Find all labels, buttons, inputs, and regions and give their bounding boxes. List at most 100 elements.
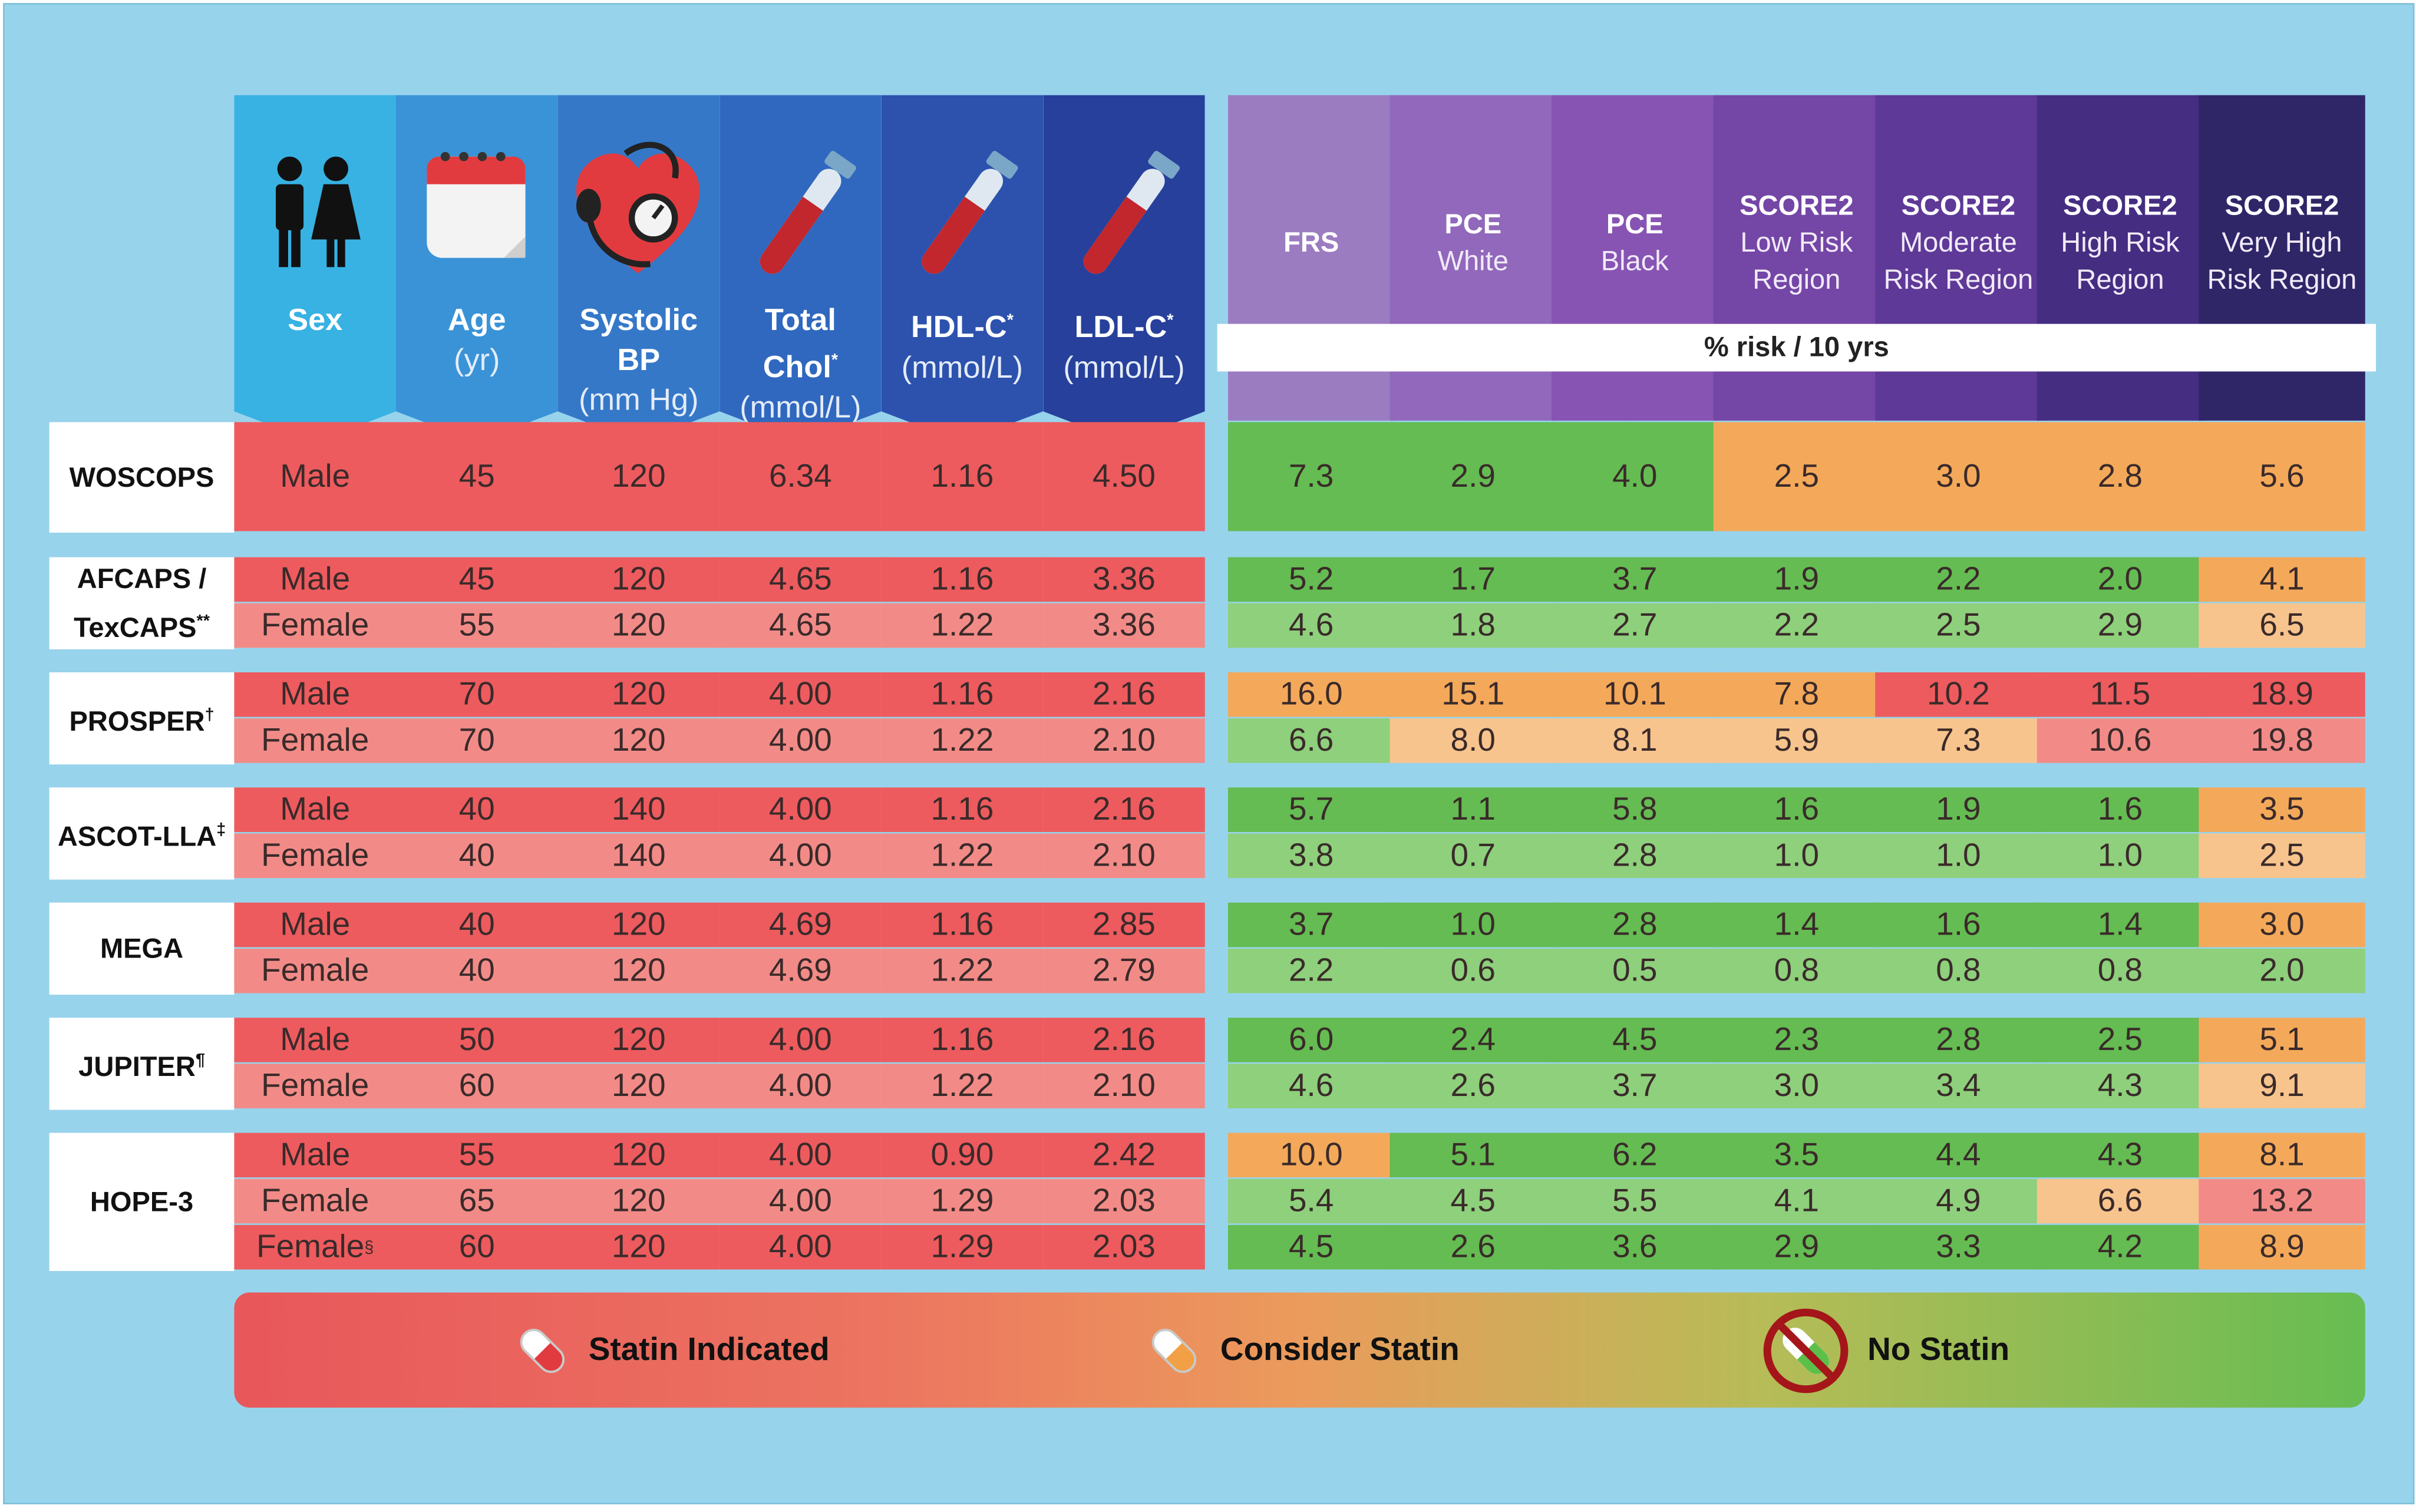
input-cell: 4.65: [719, 603, 882, 648]
header-line: SCORE2: [1740, 190, 1854, 222]
header-icon: [719, 138, 882, 307]
study-name-text: AFCAPS /: [77, 563, 207, 595]
header-title: Total: [764, 303, 836, 338]
input-cell: 1.22: [881, 603, 1044, 648]
risk-cell: 1.7: [1389, 557, 1556, 602]
input-cell: 60: [396, 1224, 558, 1270]
input-cell: 6.34: [719, 422, 882, 531]
risk-cell: 5.6: [2199, 422, 2365, 531]
risk-cell: 2.3: [1713, 1018, 1880, 1062]
risk-cell: 4.3: [2037, 1133, 2204, 1178]
input-cell: 120: [557, 902, 720, 948]
risk-cell: 5.4: [1227, 1178, 1395, 1224]
risk-cell: 6.2: [1552, 1133, 1718, 1178]
risk-cell: 1.0: [1875, 833, 2042, 879]
header-text: Total Chol* (mmol/L): [719, 301, 882, 428]
header-title: HDL-C*: [911, 311, 1014, 345]
input-cell: 1.22: [881, 833, 1044, 879]
input-cell: 40: [396, 787, 558, 832]
risk-cell: 1.0: [1713, 833, 1880, 879]
sex-cell: Female: [234, 718, 397, 763]
header-score2-high-risk: SCORE2 High Risk Region: [2037, 95, 2204, 421]
study-name-text: WOSCOPS: [69, 462, 214, 493]
header-score2-moderate: SCORE2 Moderate Risk Region: [1875, 95, 2042, 421]
study-name: MEGA: [49, 902, 235, 995]
header-line: PCE: [1606, 209, 1664, 240]
risk-cell: 4.3: [2037, 1064, 2204, 1108]
input-cell: 4.00: [719, 1018, 882, 1062]
test-tube-icon: [760, 151, 856, 274]
legend-label-consider-statin: Consider Statin: [1220, 1331, 1460, 1367]
header-title: LDL-C*: [1074, 311, 1174, 345]
sex-cell: Female: [234, 833, 397, 879]
sex-cell: Male: [234, 557, 397, 602]
no-pill-icon: [1763, 1308, 1849, 1392]
input-cell: 1.29: [881, 1224, 1044, 1270]
heart-blood-pressure-icon: [576, 141, 700, 273]
header-systolic-bp: Systolic BP (mm Hg): [557, 95, 720, 443]
input-cell: 4.00: [719, 672, 882, 717]
header-icon: [558, 138, 720, 307]
input-cell: 140: [557, 787, 720, 832]
input-cell: 3.36: [1043, 603, 1205, 648]
header-icon: [234, 138, 396, 307]
input-cell: 50: [396, 1018, 558, 1062]
sex-cell: Female: [234, 948, 397, 993]
input-cell: 2.79: [1043, 948, 1205, 993]
risk-cell: 4.5: [1389, 1178, 1556, 1224]
risk-cell: 2.0: [2199, 948, 2365, 993]
risk-cell: 5.5: [1552, 1178, 1718, 1224]
risk-cell: 0.5: [1552, 948, 1718, 993]
input-cell: 70: [396, 672, 558, 717]
risk-cell: 4.0: [1552, 422, 1718, 531]
risk-cell: 1.1: [1389, 787, 1556, 832]
input-cell: 2.03: [1043, 1178, 1205, 1224]
study-name: JUPITER¶: [49, 1018, 235, 1110]
risk-cell: 4.2: [2037, 1224, 2204, 1270]
header-unit: (yr): [454, 344, 500, 378]
header-line: Region: [2076, 264, 2164, 295]
input-cell: 4.00: [719, 1064, 882, 1108]
risk-cell: 1.9: [1713, 557, 1880, 602]
risk-cell: 0.7: [1389, 833, 1556, 879]
input-cell: 120: [557, 557, 720, 602]
input-cell: 2.16: [1043, 1018, 1205, 1062]
risk-cell: 3.0: [1875, 422, 2042, 531]
risk-cell: 2.8: [2037, 422, 2204, 531]
risk-cell: 2.4: [1389, 1018, 1556, 1062]
study-name-text: JUPITER¶: [78, 1051, 205, 1082]
input-cell: 120: [557, 1178, 720, 1224]
input-cell: 55: [396, 1133, 558, 1178]
input-cell: 120: [557, 422, 720, 531]
risk-cell: 1.6: [2037, 787, 2204, 832]
input-cell: 65: [396, 1178, 558, 1224]
header-title-line2: Chol*: [763, 351, 839, 385]
sex-cell: Male: [234, 422, 397, 531]
study-name: HOPE-3: [49, 1133, 235, 1272]
input-cell: 2.85: [1043, 902, 1205, 948]
study-name: AFCAPS / TexCAPS**: [49, 557, 235, 649]
risk-cell: 3.7: [1552, 1064, 1718, 1108]
header-text: LDL-C* (mmol/L): [1043, 301, 1205, 388]
risk-cell: 3.7: [1227, 902, 1395, 948]
input-cell: 4.00: [719, 1178, 882, 1224]
header-pce-black: PCE Black: [1552, 95, 1718, 421]
risk-cell: 1.0: [2037, 833, 2204, 879]
risk-cell: 9.1: [2199, 1064, 2365, 1108]
risk-cell: 3.5: [2199, 787, 2365, 832]
sex-cell: Female §: [234, 1224, 397, 1270]
sex-cell: Male: [234, 1133, 397, 1178]
header-score2-very-high: SCORE2 Very High Risk Region: [2199, 95, 2365, 421]
risk-cell: 3.7: [1552, 557, 1718, 602]
header-line: White: [1437, 245, 1509, 276]
risk-cell: 6.6: [1227, 718, 1395, 763]
risk-cell: 8.1: [1552, 718, 1718, 763]
input-cell: 2.42: [1043, 1133, 1205, 1178]
risk-cell: 19.8: [2199, 718, 2365, 763]
risk-cell: 3.6: [1552, 1224, 1718, 1270]
header-text: SCORE2 Low Risk Region: [1714, 187, 1880, 298]
risk-cell: 1.4: [1713, 902, 1880, 948]
study-name-text: PROSPER†: [69, 706, 214, 737]
header-line: SCORE2: [2224, 190, 2339, 222]
risk-cell: 4.1: [1713, 1178, 1880, 1224]
